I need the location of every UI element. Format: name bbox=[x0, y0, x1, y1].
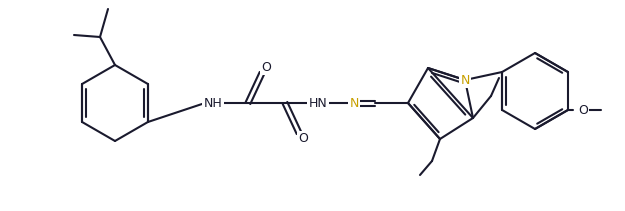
Text: O: O bbox=[578, 104, 588, 116]
Text: N: N bbox=[461, 73, 470, 87]
Text: HN: HN bbox=[309, 96, 328, 110]
Text: NH: NH bbox=[204, 96, 222, 110]
Text: N: N bbox=[349, 96, 359, 110]
Text: O: O bbox=[261, 61, 271, 73]
Text: O: O bbox=[298, 133, 308, 146]
